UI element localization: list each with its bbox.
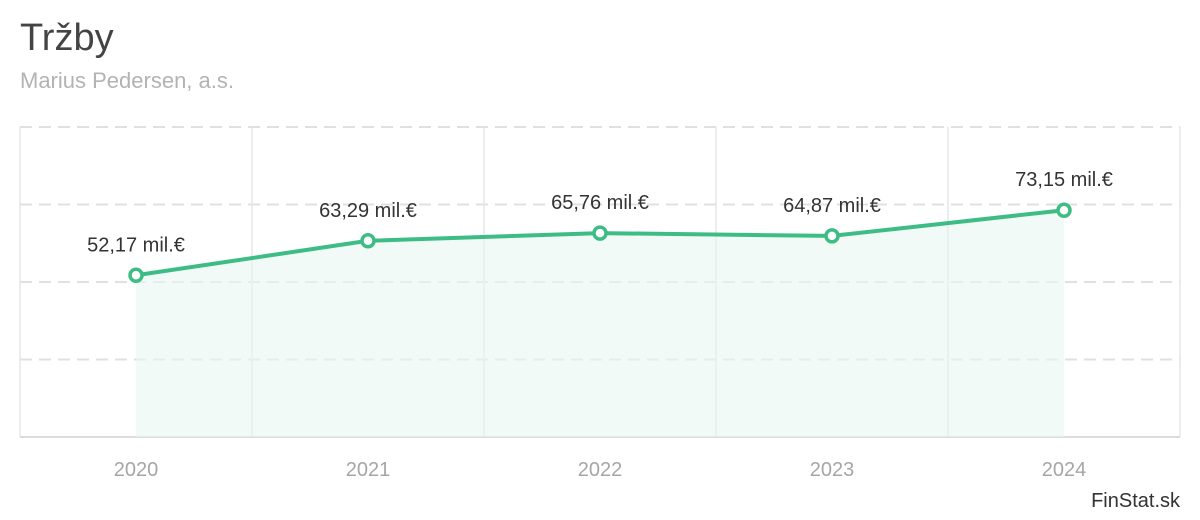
chart-title: Tržby	[20, 17, 114, 59]
chart-data-labels: 52,17 mil.€ 63,29 mil.€ 65,76 mil.€ 64,87 m…	[87, 169, 1113, 256]
data-point-2024[interactable]	[1056, 202, 1072, 218]
x-tick-2020: 2020	[114, 459, 159, 481]
data-label-2022: 65,76 mil.€	[551, 192, 649, 214]
chart-x-ticks: 2020 2021 2022 2023 2024	[114, 459, 1087, 481]
chart-subtitle: Marius Pedersen, a.s.	[20, 68, 234, 93]
data-label-2023: 64,87 mil.€	[783, 195, 881, 217]
x-tick-2022: 2022	[578, 459, 623, 481]
x-tick-2023: 2023	[810, 459, 855, 481]
data-label-2021: 63,29 mil.€	[319, 200, 417, 222]
x-tick-2021: 2021	[346, 459, 391, 481]
data-point-2022[interactable]	[592, 225, 608, 241]
chart-area-layer	[136, 210, 1064, 437]
data-label-2020: 52,17 mil.€	[87, 234, 185, 256]
series-area	[136, 210, 1064, 437]
data-label-2024: 73,15 mil.€	[1015, 169, 1113, 191]
data-point-2020[interactable]	[128, 267, 144, 284]
finstat-credit[interactable]: FinStat.sk	[1091, 490, 1180, 512]
data-point-2023[interactable]	[824, 228, 840, 244]
x-tick-2024: 2024	[1042, 459, 1087, 481]
data-point-2021[interactable]	[360, 233, 376, 249]
chart-points	[128, 202, 1072, 284]
